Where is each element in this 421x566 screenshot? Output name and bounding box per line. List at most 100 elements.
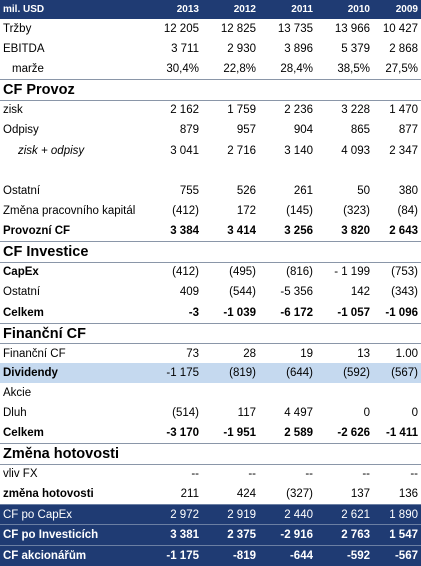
- cell: 2 621: [341, 508, 370, 521]
- section-cf-investice: CF Investice: [0, 241, 421, 262]
- row-ostatni-inv: Ostatní 409 (544) -5 356 142 (343): [0, 281, 421, 302]
- cell: 3 896: [284, 43, 313, 55]
- cell: (567): [391, 367, 418, 379]
- row-provozni-cf: Provozní CF 3 384 3 414 3 256 3 820 2 64…: [0, 221, 421, 241]
- row-label: Akcie: [3, 387, 32, 399]
- cell: -1 057: [337, 306, 370, 319]
- cell: (323): [343, 205, 370, 217]
- row-label: Ostatní: [3, 285, 41, 298]
- cell: 211: [180, 487, 199, 500]
- row-odpisy: Odpisy 879 957 904 865 877: [0, 119, 421, 140]
- row-capex: CapEx (412) (495) (816) - 1 199 (753): [0, 262, 421, 281]
- cell: -592: [346, 550, 370, 562]
- cell: 904: [293, 123, 313, 136]
- cell: 2 589: [284, 427, 313, 439]
- cell: 2 972: [170, 508, 199, 521]
- cell: -1 039: [223, 306, 256, 319]
- cell: 27,5%: [385, 63, 418, 75]
- row-label: CF po Investicích: [3, 529, 99, 541]
- cell: 13 966: [334, 23, 370, 35]
- header-row: mil. USD 2013 2012 2011 2010 2009: [0, 0, 421, 19]
- row-ebitda: EBITDA 3 711 2 930 3 896 5 379 2 868: [0, 39, 421, 59]
- cell: 2 440: [284, 508, 313, 521]
- cell: 879: [179, 123, 199, 136]
- row-ostatni: Ostatní 755 526 261 50 380: [0, 181, 421, 201]
- cell: 73: [186, 347, 199, 360]
- cell: (84): [397, 205, 418, 217]
- cell: 4 093: [341, 144, 370, 157]
- cell: 137: [350, 487, 370, 500]
- cell: (514): [172, 407, 199, 419]
- cell: -6 172: [280, 306, 313, 319]
- cell: 3 041: [170, 144, 199, 157]
- section-title: CF Provoz: [3, 82, 75, 98]
- row-celkem-fin: Celkem -3 170 -1 951 2 589 -2 626 -1 411: [0, 423, 421, 443]
- cell: 1.00: [395, 347, 418, 360]
- cell: 5 379: [341, 43, 370, 55]
- cell: --: [362, 468, 370, 480]
- cell: 13 735: [277, 23, 313, 35]
- cell: -2 916: [280, 529, 313, 541]
- row-blank: [0, 161, 421, 181]
- cell: 0: [363, 407, 370, 419]
- cell: (592): [343, 367, 370, 379]
- units-label: mil. USD: [3, 4, 45, 15]
- section-financni-cf: Finanční CF: [0, 323, 421, 343]
- cell: 3 711: [171, 43, 199, 55]
- cell: 22,8%: [223, 63, 256, 75]
- row-zisk-odpisy: zisk + odpisy 3 041 2 716 3 140 4 093 2 …: [0, 140, 421, 161]
- cell: -1 411: [386, 427, 418, 439]
- cell: (327): [286, 487, 313, 500]
- cell: 865: [350, 123, 370, 136]
- cell: 1 890: [389, 508, 418, 521]
- cell: 2 162: [170, 104, 199, 116]
- cell: 3 820: [341, 225, 370, 237]
- cell: 38,5%: [337, 63, 370, 75]
- cell: 117: [237, 407, 256, 419]
- section-cf-provoz: CF Provoz: [0, 79, 421, 100]
- cell: 3 414: [227, 225, 256, 237]
- cell: 261: [293, 185, 313, 197]
- row-label: Celkem: [3, 306, 44, 319]
- row-dluh: Dluh (514) 117 4 497 0 0: [0, 403, 421, 423]
- cell: (145): [286, 205, 313, 217]
- cell: 28,4%: [280, 63, 313, 75]
- cell: -5 356: [280, 285, 313, 298]
- cell: (644): [286, 367, 313, 379]
- row-trzby: Tržby 12 205 12 825 13 735 13 966 10 427: [0, 19, 421, 39]
- cell: (495): [229, 266, 256, 278]
- row-label: Ostatní: [3, 185, 41, 197]
- row-label: Změna pracovního kapitál: [3, 205, 136, 217]
- cell: 1 547: [389, 529, 418, 541]
- section-title: CF Investice: [3, 244, 89, 260]
- cell: (819): [229, 367, 256, 379]
- cell: -1 951: [223, 427, 256, 439]
- cell: (343): [391, 285, 418, 298]
- section-zmena-hotovosti: Změna hotovosti: [0, 443, 421, 464]
- cell: -1 175: [166, 367, 199, 379]
- section-title: Změna hotovosti: [3, 446, 120, 462]
- cell: 172: [236, 205, 256, 217]
- cell: (544): [229, 285, 256, 298]
- cell: 0: [411, 407, 418, 419]
- row-label: Celkem: [3, 427, 44, 439]
- cell: 2 643: [389, 225, 418, 237]
- row-zmena-pk: Změna pracovního kapitál (412) 172 (145)…: [0, 201, 421, 221]
- cell: 19: [300, 347, 313, 360]
- cell: --: [248, 468, 256, 480]
- cell: -3: [188, 306, 199, 319]
- cell: 1 759: [227, 104, 256, 116]
- cell: (816): [286, 266, 313, 278]
- cell: 3 381: [170, 529, 199, 541]
- cell: 4 497: [284, 407, 313, 419]
- cell: --: [410, 468, 418, 480]
- cell: 136: [398, 487, 418, 500]
- cell: --: [191, 468, 199, 480]
- cell: -819: [232, 550, 256, 562]
- row-label: Dluh: [3, 407, 27, 419]
- cell: 142: [350, 285, 370, 298]
- year-2011: 2011: [291, 4, 313, 15]
- cell: -3 170: [166, 427, 199, 439]
- cell: 3 384: [170, 225, 199, 237]
- cell: 2 716: [227, 144, 256, 157]
